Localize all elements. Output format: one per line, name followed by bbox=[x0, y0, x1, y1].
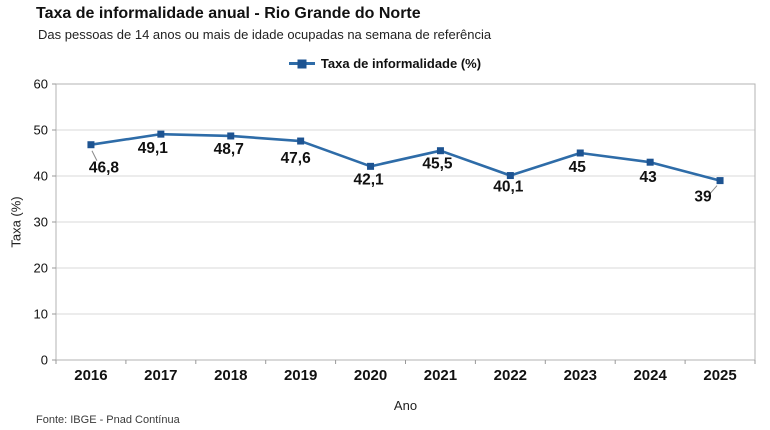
chart-subtitle: Das pessoas de 14 anos ou mais de idade … bbox=[38, 27, 492, 42]
chart-title: Taxa de informalidade anual - Rio Grande… bbox=[36, 5, 421, 22]
chart-point bbox=[646, 158, 654, 166]
chart-point-label: 47,6 bbox=[281, 150, 312, 167]
y-tick-label: 0 bbox=[41, 353, 48, 368]
chart-point bbox=[87, 141, 95, 149]
chart-point bbox=[367, 162, 375, 170]
x-tick-label: 2019 bbox=[284, 367, 317, 384]
y-tick-label: 60 bbox=[34, 77, 48, 92]
label-leader-line bbox=[91, 150, 98, 161]
x-tick-label: 2023 bbox=[564, 367, 597, 384]
chart-point-label: 42,1 bbox=[353, 171, 384, 188]
chart-point bbox=[436, 147, 444, 155]
x-axis-title: Ano bbox=[393, 398, 418, 413]
x-tick-label: 2025 bbox=[703, 367, 736, 384]
y-axis-title: Taxa (%) bbox=[8, 196, 24, 248]
chart-point-label: 48,7 bbox=[214, 141, 244, 158]
chart-point bbox=[227, 132, 235, 140]
source-note: Fonte: IBGE - Pnad Contínua bbox=[36, 414, 180, 426]
legend-marker-icon bbox=[288, 59, 315, 68]
y-tick-label: 40 bbox=[34, 169, 48, 184]
label-leader-line bbox=[709, 185, 718, 194]
x-tick-label: 2020 bbox=[354, 367, 387, 384]
chart-point bbox=[716, 177, 724, 185]
y-tick-label: 50 bbox=[34, 123, 48, 138]
chart-point-label: 39 bbox=[694, 189, 712, 206]
chart-point-label: 43 bbox=[640, 169, 658, 186]
chart-point-label: 49,1 bbox=[138, 140, 169, 157]
chart-point bbox=[576, 149, 584, 157]
chart-series-line bbox=[89, 132, 722, 182]
x-tick-label: 2021 bbox=[424, 367, 457, 384]
legend: Taxa de informalidade (%) bbox=[0, 56, 770, 71]
x-tick-label: 2024 bbox=[633, 367, 667, 384]
x-tick-label: 2022 bbox=[494, 367, 527, 384]
y-tick-label: 10 bbox=[34, 307, 48, 322]
x-tick-label: 2018 bbox=[214, 367, 247, 384]
chart-point-label: 45,5 bbox=[422, 156, 453, 173]
chart-point-label: 46,8 bbox=[89, 160, 120, 177]
x-tick-label: 2016 bbox=[74, 367, 107, 384]
chart-point-label: 40,1 bbox=[493, 179, 524, 196]
x-tick-label: 2017 bbox=[144, 367, 177, 384]
chart-point-label: 45 bbox=[569, 159, 587, 176]
chart-point bbox=[157, 130, 165, 138]
chart-point bbox=[297, 137, 305, 145]
legend-marker-square bbox=[297, 59, 307, 68]
y-tick-label: 20 bbox=[34, 261, 48, 276]
y-tick-label: 30 bbox=[34, 215, 48, 230]
legend-label: Taxa de informalidade (%) bbox=[320, 56, 482, 71]
chart-point bbox=[506, 172, 514, 180]
